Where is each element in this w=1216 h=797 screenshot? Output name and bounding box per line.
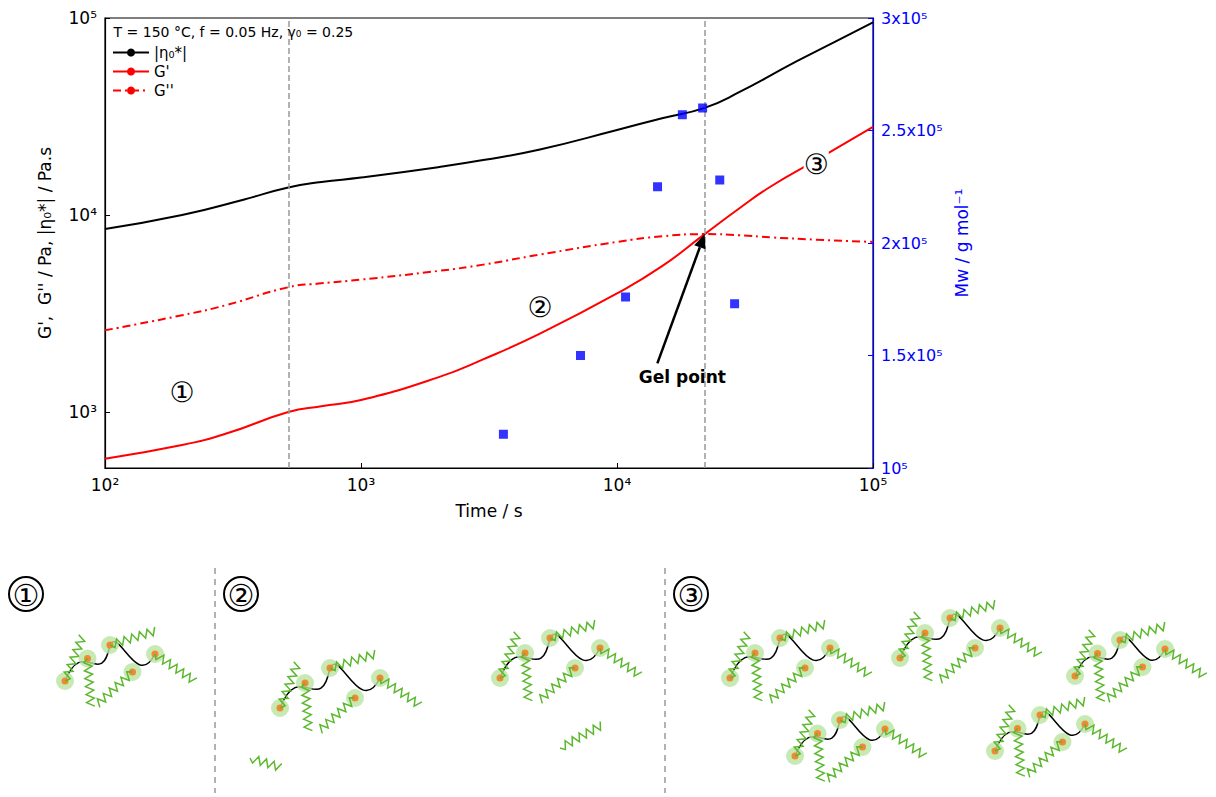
- svg-text:T = 150 °C, f = 0.05 Hz, γ₀ =: T = 150 °C, f = 0.05 Hz, γ₀ = 0.25: [113, 24, 354, 40]
- svg-text:①: ①: [13, 578, 40, 613]
- svg-text:10⁴: 10⁴: [69, 205, 98, 225]
- svg-text:10²: 10²: [91, 475, 119, 495]
- svg-text:10³: 10³: [69, 402, 97, 422]
- svg-text:Gel point: Gel point: [639, 367, 726, 387]
- svg-text:2.5x10⁵: 2.5x10⁵: [881, 121, 943, 140]
- svg-text:2x10⁵: 2x10⁵: [881, 234, 927, 253]
- svg-text:G': G': [154, 63, 170, 81]
- svg-text:10⁵: 10⁵: [69, 8, 97, 28]
- svg-text:②: ②: [228, 578, 255, 613]
- svg-text:③: ③: [678, 578, 705, 613]
- svg-text:10⁴: 10⁴: [603, 475, 632, 495]
- svg-text:G'': G'': [154, 82, 174, 100]
- svg-text:10⁵: 10⁵: [881, 458, 908, 478]
- svg-text:③: ③: [804, 148, 829, 181]
- svg-text:10³: 10³: [347, 475, 375, 495]
- svg-text:G', G'' / Pa, |η₀*| / Pa.s: G', G'' / Pa, |η₀*| / Pa.s: [35, 147, 55, 339]
- svg-text:|η₀*|: |η₀*|: [154, 44, 187, 62]
- svg-text:10⁵: 10⁵: [859, 475, 887, 495]
- svg-text:①: ①: [170, 376, 195, 409]
- svg-text:1.5x10⁵: 1.5x10⁵: [881, 346, 943, 365]
- svg-text:3x10⁵: 3x10⁵: [881, 9, 927, 28]
- svg-text:②: ②: [527, 291, 552, 324]
- svg-text:Mᴡ / g mol⁻¹: Mᴡ / g mol⁻¹: [952, 189, 972, 298]
- svg-text:Time / s: Time / s: [455, 501, 523, 521]
